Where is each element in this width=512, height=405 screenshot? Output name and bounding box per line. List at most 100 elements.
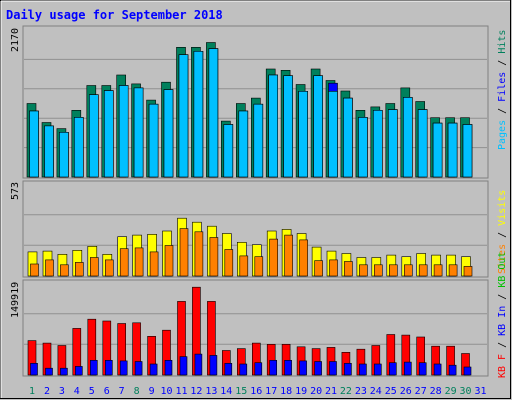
sites-bar [433, 264, 443, 277]
sites-bar [254, 256, 264, 277]
pages-bar [89, 94, 99, 178]
kbytes-in-bar [359, 363, 367, 376]
x-tick-label: 30 [459, 386, 471, 397]
kbytes-in-bar [224, 362, 233, 376]
pages-bar [447, 122, 458, 178]
pages-bar [163, 89, 174, 178]
kbytes-in-bar [149, 363, 158, 376]
kbytes-ymax-label: 149919 [10, 282, 21, 318]
sites-bar [314, 260, 323, 277]
pages-bar [193, 50, 204, 178]
x-tick-label: 10 [160, 386, 172, 397]
kbytes-in-bar [239, 363, 248, 376]
sites-bar [299, 239, 308, 277]
pages-bar [313, 75, 323, 178]
kbytes-in-bar [75, 366, 83, 376]
x-tick-label: 3 [59, 386, 65, 397]
hits-legend: Pages / Files / Hits [497, 30, 508, 150]
kbytes-in-bar [299, 360, 307, 376]
x-tick-label: 16 [250, 386, 262, 397]
sites-bar [388, 264, 398, 277]
legend-entry: Hits [497, 30, 508, 54]
sites-bar [329, 259, 338, 277]
chart-title: Daily usage for September 2018 [6, 8, 223, 22]
x-tick-label: 19 [295, 386, 307, 397]
x-tick-label: 8 [134, 386, 140, 397]
kbytes-in-bar [209, 355, 218, 376]
legend-separator: / [497, 102, 508, 120]
sites-bar [179, 228, 189, 277]
x-tick-label: 29 [445, 386, 457, 397]
legend-entry: Pages [497, 120, 508, 150]
kbytes-in-bar [134, 361, 143, 376]
sites-bar [448, 264, 458, 277]
x-tick-label: 22 [340, 386, 352, 397]
pages-bar [372, 110, 383, 178]
pages-bar [283, 75, 293, 178]
x-tick-label: 15 [235, 386, 247, 397]
pages-bar [208, 48, 219, 178]
sites-bar [463, 266, 473, 277]
pages-bar [59, 132, 69, 178]
x-tick-label: 7 [119, 386, 125, 397]
sites-bar [269, 238, 279, 277]
x-tick-label: 23 [355, 386, 367, 397]
x-tick-label: 13 [205, 386, 217, 397]
sites-bar [373, 264, 383, 277]
sites-bar [418, 264, 428, 277]
kbytes-in-bar [90, 359, 98, 376]
x-tick-label: 28 [430, 386, 442, 397]
kbytes-in-bar [164, 359, 173, 376]
sites-bar [75, 262, 84, 277]
x-tick-label: 26 [400, 386, 412, 397]
pages-bar [178, 54, 189, 178]
pages-bar [402, 97, 413, 178]
kbytes-in-bar [388, 362, 397, 376]
x-tick-label: 4 [74, 386, 80, 397]
kbytes-in-bar [418, 362, 427, 376]
kbytes-in-bar [179, 356, 188, 376]
x-tick-label: 9 [149, 386, 155, 397]
legend-entry: Files [497, 72, 508, 102]
kbytes-legend: KB F / KB In / KB Out [497, 252, 508, 378]
x-tick-label: 27 [415, 386, 427, 397]
visits-ymax-label: 573 [10, 182, 21, 200]
kbytes-in-bar [119, 360, 128, 376]
kbytes-in-bar [30, 362, 38, 376]
kbytes-in-bar [433, 363, 442, 376]
pages-bar [432, 122, 443, 178]
x-tick-label: 31 [474, 386, 486, 397]
x-tick-label: 17 [265, 386, 277, 397]
pages-bar [148, 103, 159, 178]
bar-layer [26, 42, 473, 376]
x-tick-label: 5 [89, 386, 95, 397]
hits-ymax-label: 2170 [10, 28, 21, 52]
pages-bar [417, 109, 428, 178]
pages-bar [104, 90, 114, 178]
sites-bar [164, 245, 174, 277]
sites-bar [30, 263, 39, 277]
pages-bar [118, 85, 129, 178]
x-tick-label: 14 [220, 386, 232, 397]
sites-bar [209, 237, 219, 277]
x-tick-label: 6 [104, 386, 110, 397]
pages-bar [133, 87, 144, 178]
x-tick-label: 25 [385, 386, 397, 397]
sites-bar [344, 261, 353, 277]
kbytes-in-bar [403, 361, 412, 376]
legend-entry: KB Out [497, 252, 508, 288]
x-tick-label: 11 [175, 386, 187, 397]
pages-bar [253, 103, 264, 178]
kbytes-in-bar [194, 353, 203, 376]
legend-entry: KB F [497, 354, 508, 378]
pages-bar [29, 110, 39, 178]
x-axis-labels: 1 2 3 4 5 6 7 8 9 10 11 12 13 14 15 16 17 18 19 20 21 22 23 24 2… [29, 386, 487, 397]
x-tick-label: 21 [325, 386, 337, 397]
pages-bar [343, 97, 353, 178]
x-tick-label: 2 [44, 386, 50, 397]
sites-bar [134, 247, 144, 277]
pages-bar [298, 91, 308, 178]
kbytes-in-bar [254, 362, 263, 376]
